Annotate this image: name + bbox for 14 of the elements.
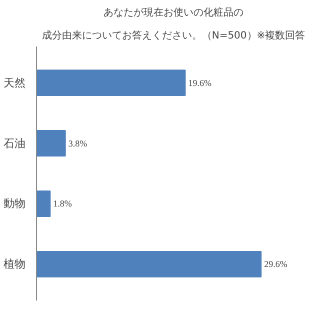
y-tick-label: 植物: [4, 258, 26, 271]
data-label: 1.8%: [53, 198, 72, 209]
y-tick-label: 石油: [4, 136, 26, 150]
bar: [36, 130, 66, 156]
data-label: 3.8%: [68, 138, 88, 148]
data-label: 29.6%: [264, 259, 288, 270]
data-label: 19.6%: [188, 78, 212, 88]
bar: [36, 190, 51, 217]
bar: [36, 70, 186, 96]
bar: [36, 251, 262, 278]
chart-title: あなたが現在お使いの化粧品の: [104, 6, 244, 18]
y-tick-label: 動物: [4, 197, 26, 210]
chart-subtitle: 成分由来についてお答えください。（N=500）※複数回答: [42, 30, 306, 42]
y-tick-label: 天然: [4, 76, 26, 90]
